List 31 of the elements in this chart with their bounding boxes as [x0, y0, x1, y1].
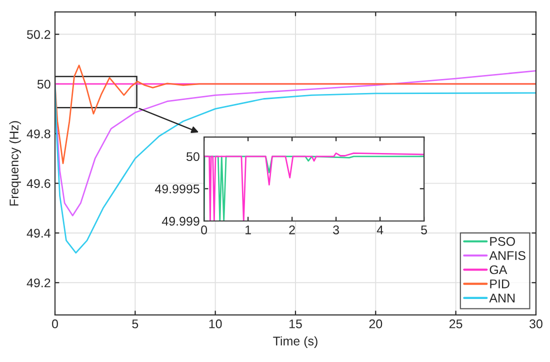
legend-label: PSO [490, 237, 515, 246]
x-tick-label: 0 [52, 319, 58, 328]
x-tick-label: 5 [421, 226, 427, 234]
x-tick-label: 15 [289, 320, 302, 328]
legend-label: PID [490, 280, 510, 288]
y-tick-label: 49.9995 [154, 184, 200, 194]
legend-label: ANN [489, 294, 515, 302]
line-series [55, 64, 536, 164]
legend-label: ANFIS [489, 251, 526, 260]
x-tick-label: 0 [201, 226, 208, 234]
x-tick-label: 4 [376, 226, 384, 234]
y-tick-label: 49.8 [26, 129, 50, 138]
x-axis-title: Time (s) [273, 336, 318, 348]
y-tick-label: 49.999 [162, 216, 200, 226]
y-tick-label: 50 [186, 152, 200, 162]
y-tick-label: 50.2 [27, 30, 50, 39]
x-tick-label: 10 [209, 319, 222, 328]
y-tick-label: 50 [37, 80, 50, 89]
y-tick-label: 49.4 [26, 228, 50, 238]
x-tick-label: 30 [530, 319, 542, 328]
x-tick-label: 3 [333, 226, 339, 234]
x-tick-label: 2 [289, 226, 295, 234]
x-tick-label: 25 [449, 319, 462, 328]
legend-label: GA [490, 265, 508, 274]
y-tick-label: 49.6 [26, 179, 50, 188]
x-tick-label: 1 [246, 226, 251, 234]
line-series [55, 70, 536, 216]
y-axis-title: Frequency (Hz) [9, 121, 21, 206]
x-tick-label: 5 [132, 320, 138, 328]
x-tick-label: 20 [369, 319, 382, 328]
y-tick-label: 49.2 [26, 278, 50, 288]
